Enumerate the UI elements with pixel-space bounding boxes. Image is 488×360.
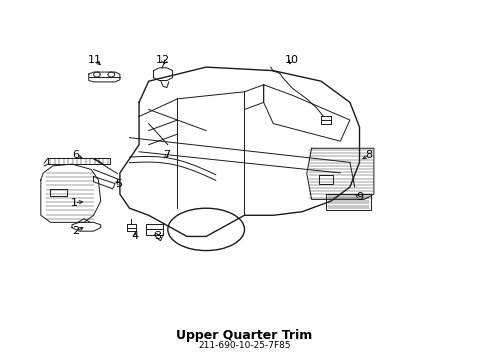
Text: 9: 9 <box>355 192 362 202</box>
Text: 3: 3 <box>153 231 161 242</box>
Text: 211-690-10-25-7F85: 211-690-10-25-7F85 <box>198 341 290 350</box>
Text: 8: 8 <box>365 150 372 160</box>
Text: 7: 7 <box>163 150 170 160</box>
Text: 5: 5 <box>115 179 122 189</box>
Text: 4: 4 <box>131 231 139 242</box>
Text: 1: 1 <box>71 198 78 208</box>
Text: 12: 12 <box>156 55 170 65</box>
Text: Upper Quarter Trim: Upper Quarter Trim <box>176 329 312 342</box>
Text: 10: 10 <box>284 55 298 65</box>
Text: 6: 6 <box>72 150 79 160</box>
Text: 2: 2 <box>72 226 79 236</box>
Text: 11: 11 <box>88 55 102 65</box>
